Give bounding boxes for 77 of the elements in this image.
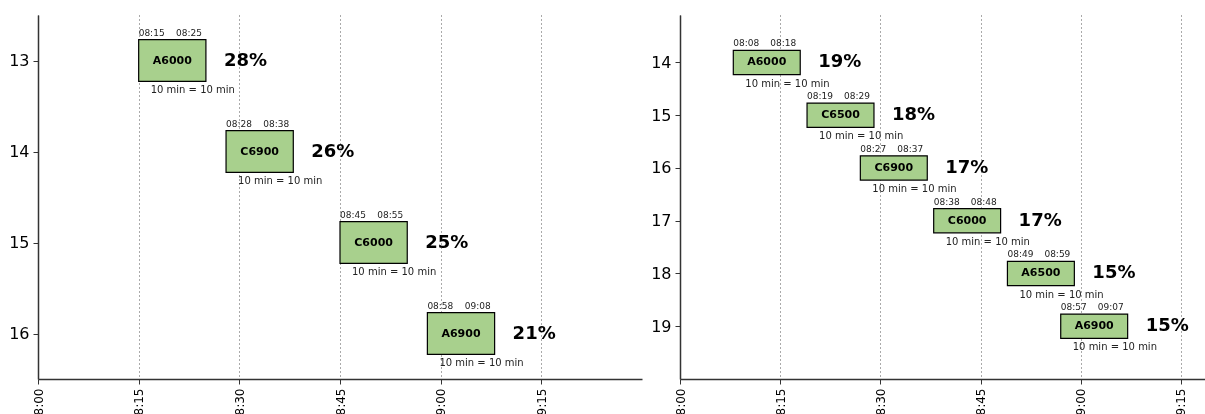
x-tick-label: 9:00 — [434, 388, 449, 414]
annotation: 08:28 — [226, 118, 253, 129]
x-tick-label: 9:15 — [1174, 388, 1189, 414]
annotation: 10 min = 10 min — [819, 130, 904, 142]
annotation: 10 min = 10 min — [352, 266, 437, 278]
annotation: 08:37 — [897, 143, 924, 154]
annotation: 10 min = 10 min — [945, 235, 1030, 247]
y-tick-label: 13 — [9, 51, 30, 70]
x-tick-label: 9:00 — [1074, 388, 1089, 414]
annotation: 25% — [425, 230, 469, 252]
annotation: A6500 — [1021, 266, 1061, 280]
annotation: 10 min = 10 min — [745, 77, 830, 89]
annotation: 18% — [891, 103, 936, 125]
annotation: 08:45 — [340, 209, 366, 220]
y-tick-label: 14 — [9, 142, 30, 161]
x-tick-label: 8:15 — [773, 388, 788, 414]
annotation: 08:38 — [933, 196, 960, 207]
y-tick-label: 18 — [651, 263, 672, 283]
y-tick-label: 15 — [9, 233, 30, 252]
annotation: 08:29 — [844, 91, 871, 102]
x-tick-label: 8:45 — [974, 388, 989, 414]
annotation: 26% — [311, 139, 355, 161]
x-tick-label: 8:30 — [873, 388, 888, 414]
bar — [339, 220, 408, 265]
annotation: C6000 — [354, 235, 394, 249]
x-tick-label: 8:45 — [333, 388, 348, 414]
x-tick-label: 8:00 — [673, 388, 688, 414]
annotation: A6000 — [747, 55, 787, 69]
y-tick-label: 17 — [651, 211, 672, 231]
x-tick-label: 8:30 — [232, 388, 247, 414]
annotation: A6000 — [152, 53, 193, 67]
x-tick-label: 8:00 — [31, 388, 46, 414]
annotation: 08:15 — [138, 27, 165, 38]
annotation: 08:48 — [970, 196, 997, 207]
bar — [426, 311, 496, 356]
y-tick-label: 15 — [651, 105, 672, 125]
annotation: C6900 — [874, 160, 914, 174]
y-tick-label: 16 — [651, 158, 672, 178]
annotation: 08:57 — [1060, 302, 1087, 313]
annotation: 08:25 — [175, 27, 202, 38]
x-tick-label: 9:15 — [534, 388, 549, 414]
annotation: 08:27 — [860, 143, 887, 154]
annotation: 08:38 — [263, 118, 290, 129]
annotation: 08:18 — [770, 38, 797, 49]
y-tick-label: 19 — [651, 316, 672, 336]
annotation: 09:08 — [464, 300, 491, 311]
y-tick-label: 16 — [9, 324, 30, 343]
annotation: C6000 — [947, 213, 987, 227]
annotation: 10 min = 10 min — [439, 357, 524, 369]
annotation: 08:08 — [733, 38, 760, 49]
annotation: 10 min = 10 min — [1072, 341, 1157, 353]
annotation: 21% — [512, 321, 556, 343]
annotation: 08:59 — [1044, 249, 1071, 260]
annotation: 08:58 — [427, 300, 454, 311]
annotation: 15% — [1145, 314, 1189, 336]
annotation: 10 min = 10 min — [150, 84, 235, 96]
annotation: 08:49 — [1007, 249, 1034, 260]
annotation: 17% — [945, 155, 989, 177]
annotation: 15% — [1092, 261, 1136, 283]
bar — [806, 102, 875, 128]
annotation: 19% — [818, 50, 862, 72]
annotation: 10 min = 10 min — [1019, 288, 1104, 300]
annotation: A6900 — [441, 326, 481, 340]
annotation: C6500 — [821, 108, 861, 122]
annotation: 17% — [1018, 208, 1062, 230]
annotation: C6900 — [240, 144, 280, 158]
bar — [225, 129, 294, 174]
annotation: 09:07 — [1097, 302, 1124, 313]
x-tick-label: 8:15 — [132, 388, 147, 414]
bar — [138, 38, 207, 83]
annotation: 08:19 — [807, 91, 834, 102]
annotation: 10 min = 10 min — [238, 175, 323, 187]
y-tick-label: 14 — [651, 52, 672, 72]
annotation: 28% — [223, 48, 268, 70]
annotation: 08:55 — [377, 209, 404, 220]
annotation: A6900 — [1074, 319, 1115, 333]
annotation: 10 min = 10 min — [872, 183, 957, 195]
